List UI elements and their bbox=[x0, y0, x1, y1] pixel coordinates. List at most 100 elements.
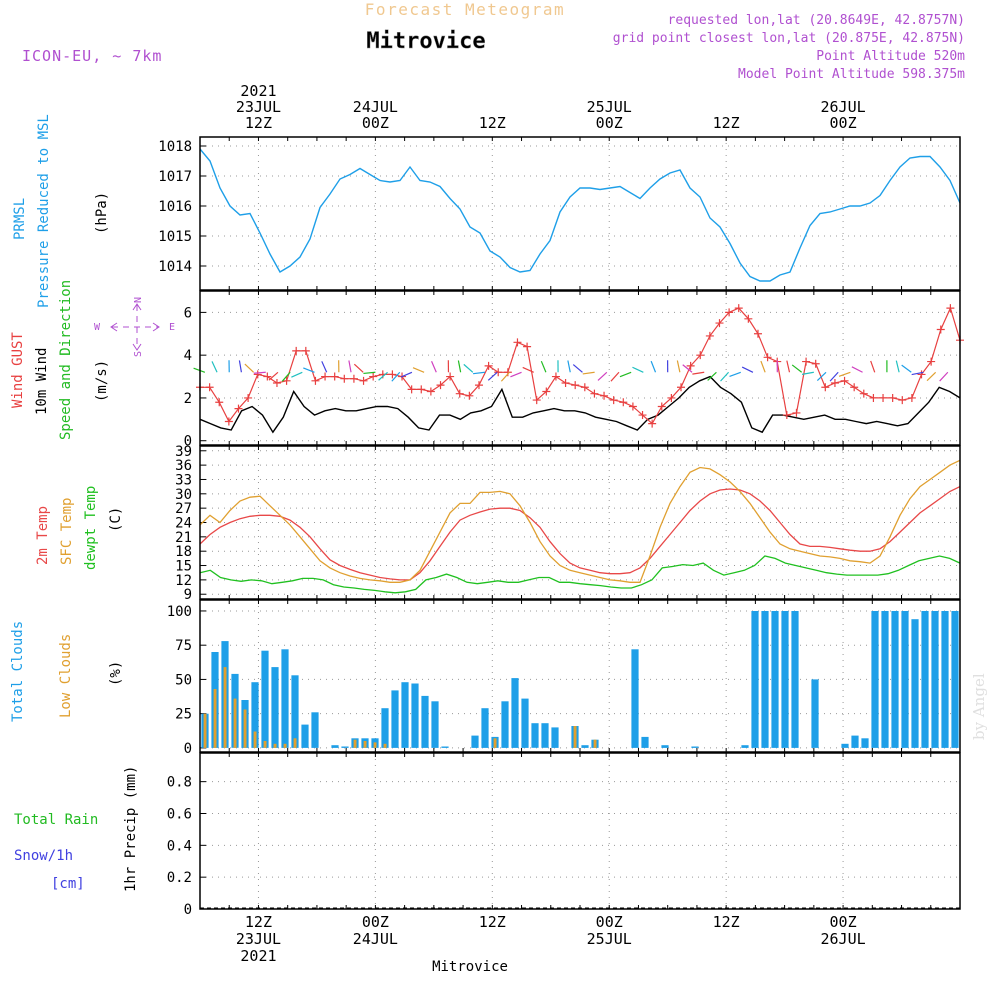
wind-arrow bbox=[838, 371, 851, 377]
wind-gust-marker bbox=[224, 417, 233, 426]
wind-gust-marker bbox=[619, 398, 628, 407]
clouds-ytick-label: 25 bbox=[175, 707, 192, 723]
total-cloud-bar bbox=[521, 698, 529, 748]
precip-unit-label: 1hr Precip (mm) bbox=[123, 766, 139, 892]
pressure-line bbox=[199, 148, 961, 282]
wind-arrow bbox=[619, 371, 632, 378]
wind-arrow bbox=[353, 363, 364, 373]
wind-gust-marker bbox=[417, 385, 426, 394]
wind-gust-marker bbox=[744, 314, 753, 323]
precip-ytick-label: 0.8 bbox=[167, 775, 192, 791]
time-label-top: 00Z bbox=[362, 114, 389, 132]
total-cloud-bar bbox=[941, 611, 949, 748]
time-label-bottom: 00Z bbox=[830, 913, 857, 931]
wind-gust-marker bbox=[253, 370, 262, 379]
wind-compass: N S W E bbox=[94, 297, 175, 357]
wind-arrow bbox=[582, 371, 595, 375]
pressure-panel: 1014 1015 1016 1017 1018 bbox=[158, 137, 961, 290]
wind-gust-marker bbox=[879, 393, 888, 402]
temperature-ytick-label: 33 bbox=[175, 472, 192, 488]
wind-arrow bbox=[391, 371, 401, 382]
sfc-temp-line bbox=[199, 459, 961, 583]
total-cloud-bar bbox=[391, 690, 399, 748]
model-point-altitude: Model Point Altitude 598.375m bbox=[738, 67, 965, 82]
temperature-ytick-label: 30 bbox=[175, 487, 192, 503]
total-cloud-bar bbox=[271, 667, 279, 748]
grid-point-coordinates: grid point closest lon,lat (20.875E, 42.… bbox=[613, 31, 965, 46]
time-label-top: 12Z bbox=[713, 114, 740, 132]
wind-gust-marker bbox=[426, 387, 435, 396]
wind-gust-marker bbox=[359, 376, 368, 385]
wind-gust-marker bbox=[792, 408, 801, 417]
wind-arrow bbox=[321, 361, 328, 373]
low-cloud-bar bbox=[593, 739, 597, 748]
wind-gust-marker bbox=[474, 381, 483, 390]
wind-10m-label: 10m Wind bbox=[34, 348, 50, 415]
clouds-ytick-label: 0 bbox=[184, 741, 192, 757]
time-label-top: 24JUL bbox=[353, 98, 398, 116]
wind-gust-marker bbox=[513, 338, 522, 347]
wind-arrow bbox=[253, 371, 266, 374]
temperature-frame bbox=[199, 445, 961, 600]
prmsl-label: PRMSL bbox=[12, 198, 28, 240]
wind-gust-marker bbox=[542, 387, 551, 396]
total-cloud-bar bbox=[901, 611, 909, 748]
wind-gust-marker bbox=[609, 396, 618, 405]
wind-arrow bbox=[378, 371, 388, 381]
temperature-ytick-label: 27 bbox=[175, 501, 192, 517]
location-title: Mitrovice bbox=[366, 29, 485, 54]
compass-n: N bbox=[133, 297, 144, 303]
wind-ytick-label: 0 bbox=[184, 434, 192, 450]
wind-gust-marker bbox=[532, 396, 541, 405]
wind-dir-label: Speed and Direction bbox=[58, 280, 74, 440]
wind-gust-marker bbox=[292, 346, 301, 355]
wind-gust-marker bbox=[446, 372, 455, 381]
total-rain-label: Total Rain bbox=[14, 812, 98, 828]
wind-gust-marker bbox=[782, 411, 791, 420]
wind-gust-marker bbox=[282, 376, 291, 385]
time-label-top: 00Z bbox=[596, 114, 623, 132]
total-cloud-bar bbox=[471, 735, 479, 748]
wind-gust-marker bbox=[561, 378, 570, 387]
clouds-frame bbox=[199, 599, 961, 753]
total-cloud-bar bbox=[871, 611, 879, 748]
wind-arrow bbox=[786, 360, 791, 373]
wind-arrow bbox=[720, 371, 730, 382]
time-label-bottom: 23JUL bbox=[236, 930, 281, 948]
total-cloud-bar bbox=[281, 649, 289, 748]
total-cloud-bar bbox=[481, 708, 489, 748]
wind-gust-marker bbox=[263, 372, 272, 381]
wind-gust-marker bbox=[734, 304, 743, 313]
low-cloud-bar bbox=[573, 726, 577, 748]
snow-label: Snow/1h bbox=[14, 848, 73, 864]
wind-arrow bbox=[303, 367, 315, 373]
wind-arrow bbox=[816, 371, 827, 381]
t2m-line bbox=[199, 486, 961, 581]
total-cloud-bar bbox=[781, 611, 789, 748]
wind-gust-label: Wind GUST bbox=[10, 332, 26, 408]
wind-gust-marker bbox=[811, 359, 820, 368]
wind-arrow bbox=[412, 367, 425, 373]
wind-gust-marker bbox=[455, 389, 464, 398]
wind-gust-marker bbox=[349, 374, 358, 383]
time-label-top: 12Z bbox=[479, 114, 506, 132]
precip-ytick-label: 0 bbox=[184, 902, 192, 918]
wind-gust-marker bbox=[715, 319, 724, 328]
wind-arrow bbox=[707, 371, 717, 381]
wind-arrow bbox=[363, 371, 376, 375]
total-cloud-bar bbox=[641, 736, 649, 748]
product-title: Forecast Meteogram bbox=[365, 0, 565, 19]
total-cloud-bar bbox=[581, 745, 589, 748]
low-cloud-bar bbox=[243, 709, 247, 748]
wind-arrow bbox=[729, 371, 741, 378]
pressure-ytick-label: 1018 bbox=[158, 139, 192, 155]
wind-arrow bbox=[692, 371, 705, 375]
precip-panel: 0 0.2 0.4 0.6 0.8 bbox=[167, 753, 961, 918]
total-cloud-bar bbox=[341, 746, 349, 748]
wind-gust-marker bbox=[763, 353, 772, 362]
time-label-top: 26JUL bbox=[820, 98, 865, 116]
low-cloud-bar bbox=[353, 739, 357, 748]
wind-gust-marker bbox=[705, 331, 714, 340]
total-cloud-bar bbox=[661, 745, 669, 748]
